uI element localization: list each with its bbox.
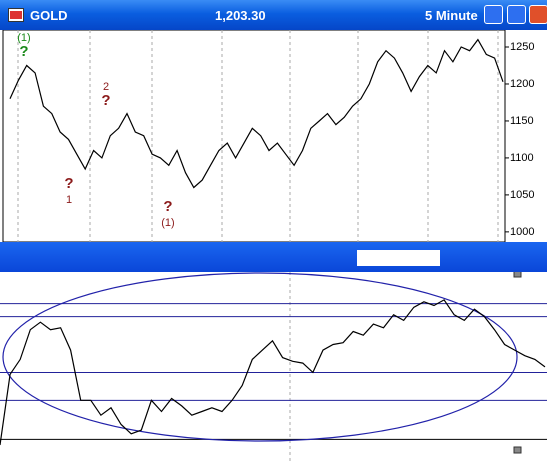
- wave-label: (1): [17, 32, 30, 44]
- data-line: [9, 38, 504, 189]
- wave-mark: ?: [64, 175, 73, 192]
- wave-label: (1): [161, 217, 174, 229]
- y-tick-label: 1200: [510, 78, 534, 90]
- wave-mark: ?: [101, 92, 110, 109]
- ellipse: [2, 272, 518, 442]
- minimize-button[interactable]: [484, 5, 503, 24]
- data-line: [0, 299, 546, 446]
- title-bar: GOLD 1,203.30 5 Minute: [0, 0, 547, 30]
- wave-label: 1: [66, 194, 72, 206]
- oscillator-chart: [0, 272, 547, 461]
- y-tick-label: 1150: [510, 115, 534, 127]
- scroll-box[interactable]: [357, 250, 440, 266]
- plot-border: [2, 30, 506, 242]
- price: 1,203.30: [215, 8, 266, 23]
- app-icon: [8, 8, 24, 22]
- symbol: GOLD: [30, 8, 68, 23]
- interval: 5 Minute: [425, 8, 478, 23]
- wave-mark: ?: [163, 198, 172, 215]
- wave-label: 2: [103, 81, 109, 93]
- y-tick-label: 1100: [510, 152, 534, 164]
- wave-mark: ?: [19, 43, 28, 60]
- y-tick-label: 1250: [510, 41, 534, 53]
- y-tick-label: 1000: [510, 226, 534, 238]
- y-tick-label: 1050: [510, 189, 534, 201]
- handle: [513, 272, 522, 278]
- maximize-button[interactable]: [507, 5, 526, 24]
- pane-separator: [0, 242, 547, 272]
- handle: [513, 446, 522, 454]
- close-button[interactable]: [529, 5, 547, 24]
